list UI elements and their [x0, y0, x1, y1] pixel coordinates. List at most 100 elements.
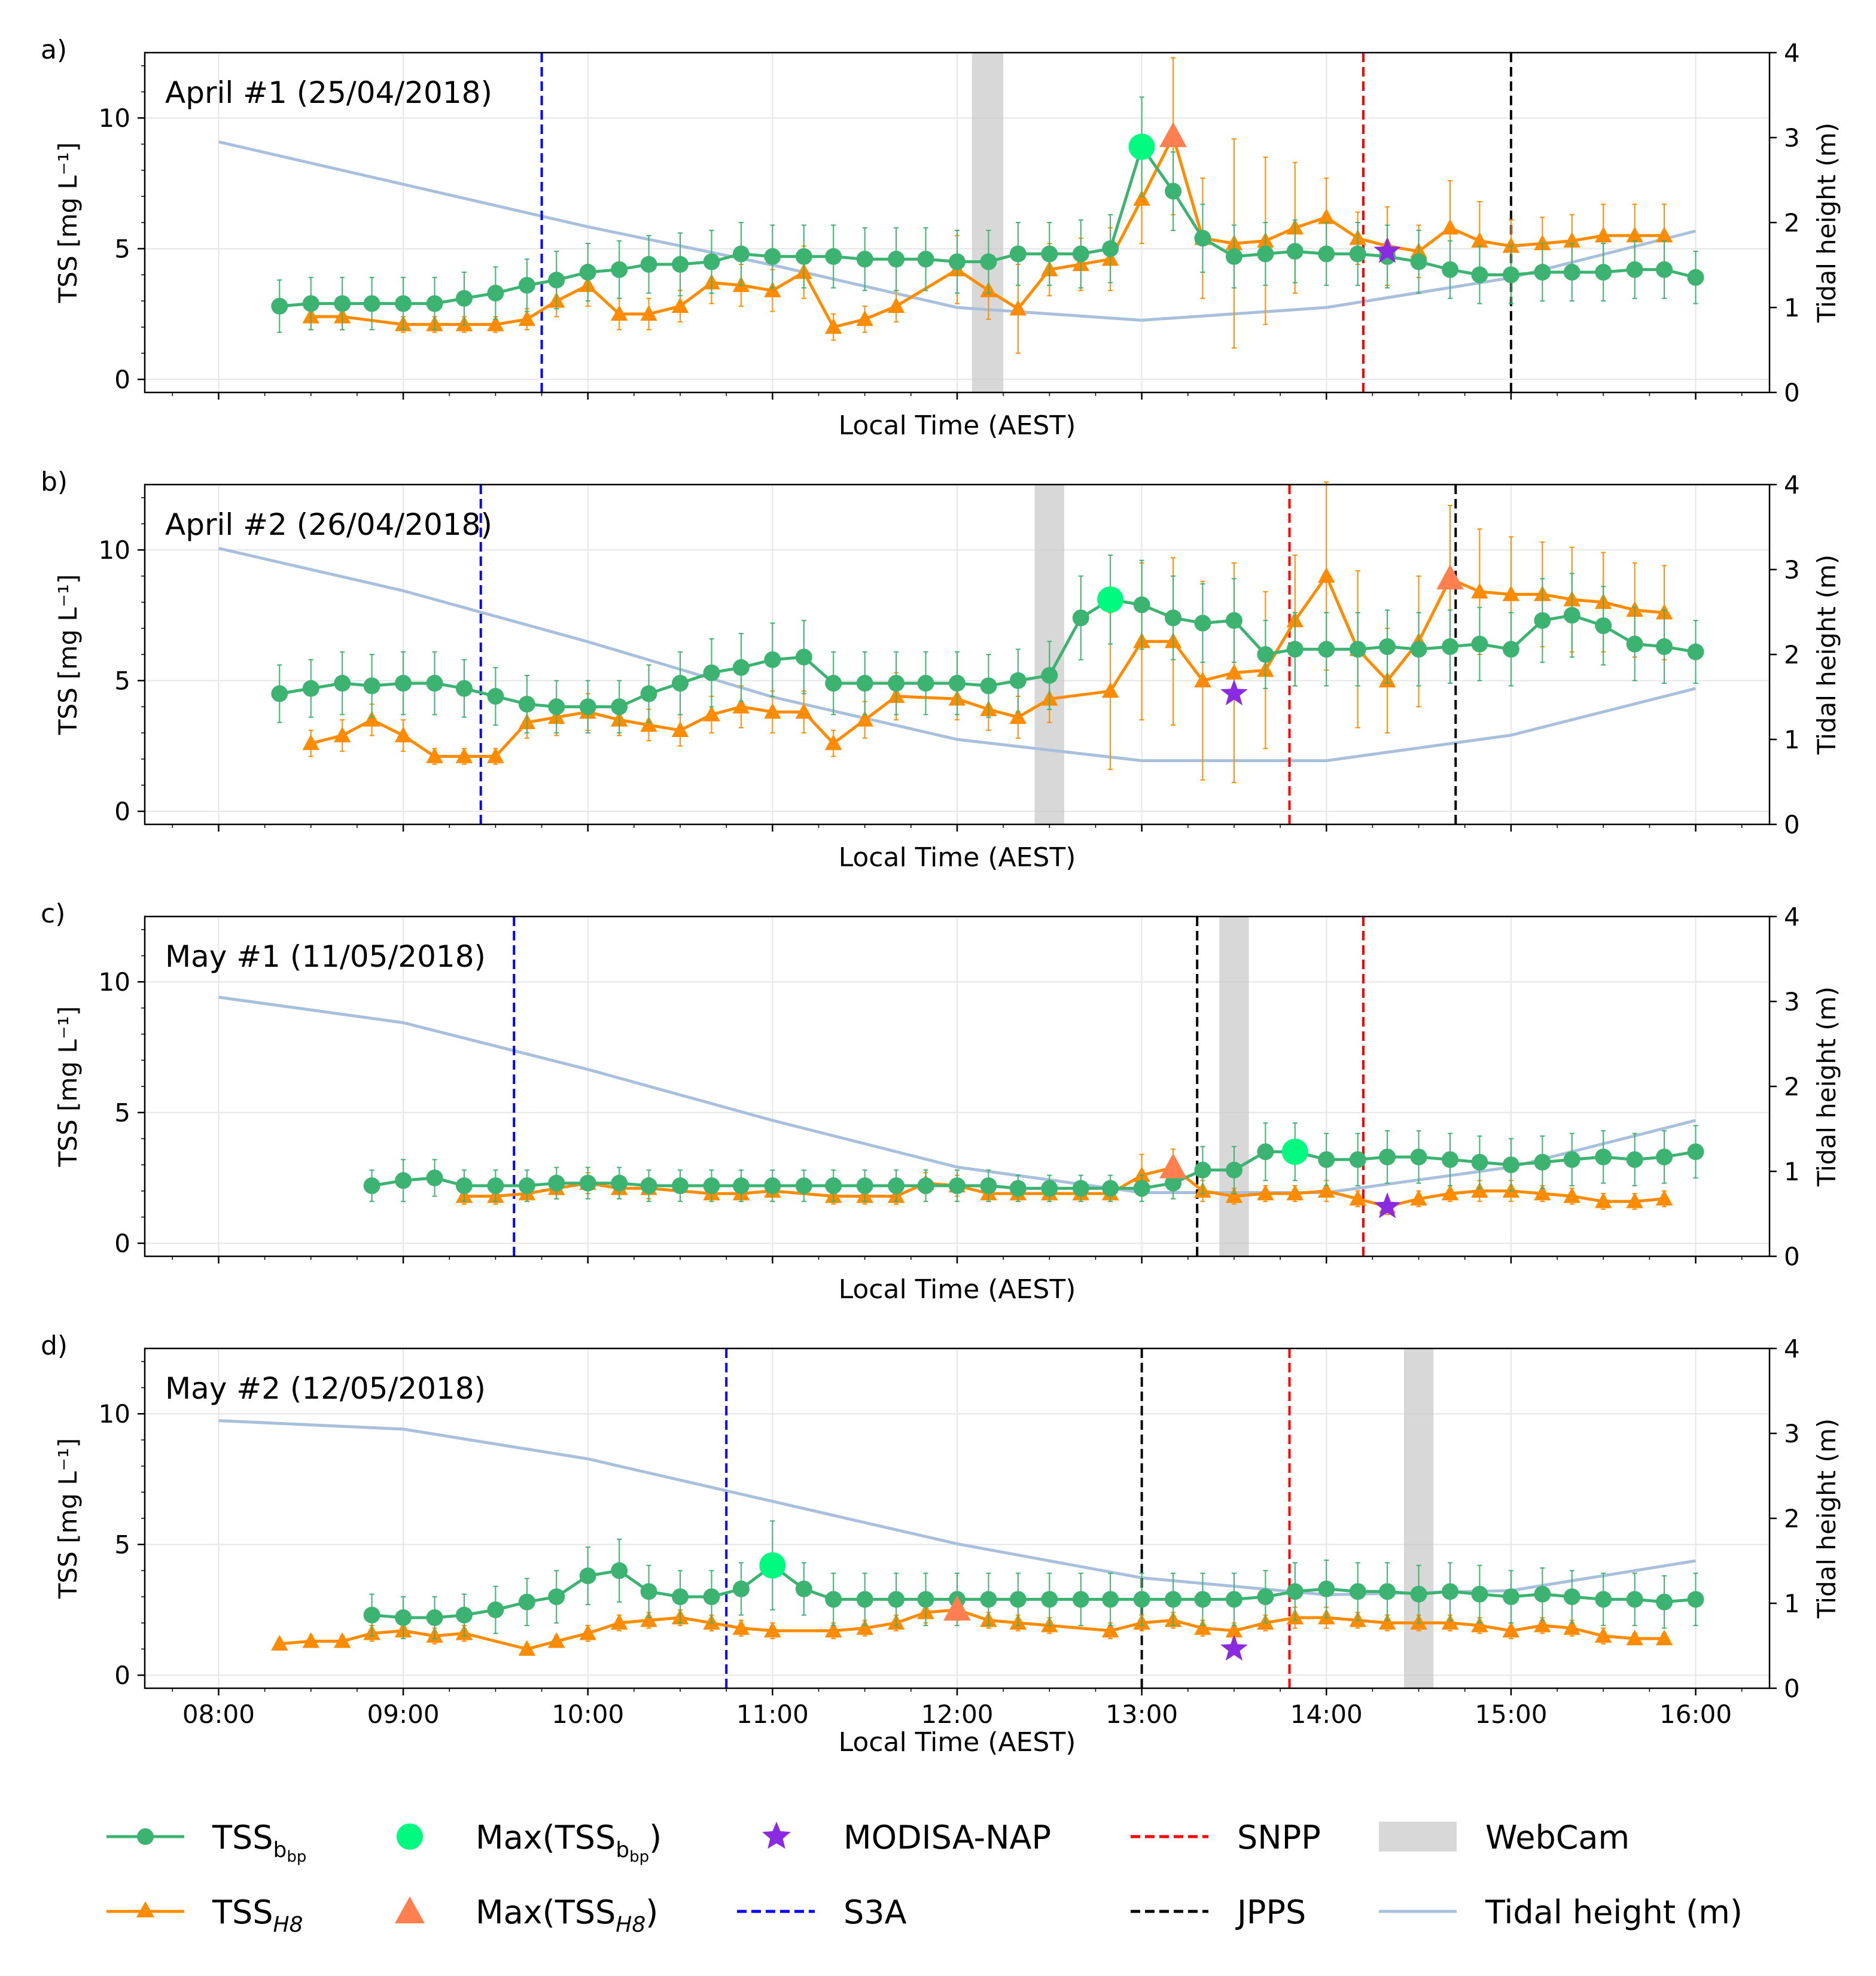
tss-bbp-point	[1534, 612, 1551, 629]
tss-bbp-point	[856, 1177, 873, 1195]
tss-h8-point	[1318, 567, 1335, 583]
tss-h8-point	[1378, 1613, 1396, 1630]
legend-label-jpps: JPPS	[1235, 1893, 1306, 1931]
tss-bbp-point	[1534, 1153, 1551, 1171]
tss-h8-point	[732, 1619, 750, 1635]
tss-bbp-point	[395, 675, 412, 692]
tss-bbp-point	[1442, 638, 1459, 655]
tss-h8-point	[1655, 1189, 1673, 1206]
modis-star	[1220, 1634, 1248, 1661]
y-tick-label: 0	[114, 1661, 130, 1690]
tss-h8-point	[487, 315, 504, 331]
tss-bbp-point	[795, 648, 812, 666]
tss-bbp-point	[1349, 1151, 1366, 1168]
tss-bbp-point	[1286, 243, 1304, 260]
y-axis-right: 0 1 2 3 4	[1770, 470, 1800, 839]
max-bbp-marker	[1128, 133, 1155, 160]
y2-tick-label: 1	[1784, 1157, 1800, 1186]
y-tick-label: 10	[99, 1399, 130, 1429]
tss-bbp-point	[1318, 1580, 1335, 1597]
tss-bbp-point	[888, 675, 905, 692]
tss-bbp-point	[1225, 1161, 1242, 1179]
tss-bbp-point	[1102, 1591, 1119, 1608]
tss-h8-point	[1534, 1616, 1551, 1633]
tss-bbp-point	[363, 1606, 380, 1624]
tss-h8-point	[671, 297, 689, 313]
tss-h8-point	[1133, 1166, 1150, 1182]
tss-h8-point	[1655, 226, 1673, 243]
tss-bbp-point	[1563, 1588, 1580, 1606]
tss-bbp-point	[1165, 1591, 1182, 1608]
y2-tick-label: 0	[1784, 378, 1800, 407]
tss-h8-point	[1318, 208, 1335, 224]
tss-bbp-point	[888, 1591, 905, 1608]
tss-h8-point	[1349, 1189, 1366, 1206]
tss-bbp-point	[302, 295, 319, 312]
x-tick-label: 11:00	[736, 1700, 809, 1729]
legend-entry-tide: Tidal height (m)	[1379, 1893, 1743, 1931]
legend-marker-tss-h8	[136, 1901, 154, 1917]
legend-entry-modis: MODISA-NAP	[762, 1819, 1051, 1856]
tss-h8-point	[703, 705, 720, 721]
y-axis-label-left: TSS [mg L⁻¹]	[53, 142, 83, 303]
tss-bbp-point	[1257, 1588, 1274, 1606]
tss-h8-point	[856, 1619, 873, 1635]
tss-h8-point	[1655, 1629, 1673, 1646]
tss-h8-point	[824, 1621, 842, 1638]
panel-title: April #1 (25/04/2018)	[165, 75, 492, 110]
tss-bbp-point	[455, 1606, 473, 1624]
y2-tick-label: 1	[1784, 725, 1800, 754]
legend-marker-max-h8	[395, 1896, 425, 1923]
tss-bbp-point	[455, 1177, 473, 1195]
y2-tick-label: 3	[1784, 123, 1800, 153]
y2-tick-label: 0	[1784, 1242, 1800, 1271]
tss-bbp-point	[980, 1591, 997, 1608]
y2-tick-label: 0	[1784, 810, 1800, 839]
tss-bbp-point	[825, 675, 842, 692]
tss-bbp-point	[334, 675, 351, 692]
tss-bbp-point	[1041, 666, 1058, 684]
tss-bbp-point	[980, 677, 997, 695]
tss-bbp-point	[426, 295, 443, 312]
y-axis-label-right: Tidal height (m)	[1812, 555, 1841, 755]
tss-bbp-point	[1257, 245, 1274, 263]
legend-label-max-bbp: Max(TSSbbp)	[476, 1819, 662, 1866]
tss-bbp-point	[363, 677, 380, 695]
tss-bbp-point	[1257, 646, 1274, 663]
tss-bbp-point	[949, 675, 966, 692]
tss-h8-point	[1502, 1621, 1520, 1638]
tss-bbp-point	[917, 1591, 934, 1608]
tss-bbp-point	[548, 698, 565, 715]
legend-entry-s3a: S3A	[737, 1893, 907, 1931]
tss-bbp-point	[1194, 230, 1211, 247]
legend-label-tss-bbp: TSSbbp	[212, 1819, 306, 1866]
tss-bbp-point	[1626, 261, 1643, 278]
tss-h8-series	[271, 1599, 1673, 1656]
tss-bbp-point	[1595, 1148, 1612, 1165]
legend-entry-snpp: SNPP	[1131, 1819, 1321, 1856]
tss-bbp-point	[795, 1580, 812, 1597]
tss-h8-point	[1471, 232, 1488, 248]
tss-bbp-point	[1442, 1151, 1459, 1168]
panel-label: b)	[41, 467, 68, 497]
tss-bbp-point	[363, 295, 380, 312]
tss-bbp-point	[579, 698, 596, 715]
tss-bbp-point	[917, 1177, 934, 1195]
tss-bbp-point	[487, 1601, 504, 1618]
panel-c: Local Time (AEST) 0 5 10 TSS [mg L⁻¹] 0 1 2 3 4 Ti…	[41, 899, 1841, 1305]
tss-bbp-point	[1225, 612, 1242, 629]
modis-star	[1220, 679, 1248, 705]
tss-h8-point	[302, 734, 320, 750]
panel-b: Local Time (AEST) 0 5 10 TSS [mg L⁻¹] 0 1 2 3 4 Ti…	[41, 467, 1841, 873]
tss-h8-point	[1257, 1185, 1274, 1201]
tss-h8-point	[1534, 1185, 1551, 1201]
y2-tick-label: 3	[1784, 1419, 1800, 1448]
panel-title: May #2 (12/05/2018)	[165, 1371, 486, 1406]
tss-bbp-point	[611, 1174, 628, 1192]
tss-h8-point	[764, 281, 781, 297]
modis-star	[1374, 1192, 1401, 1219]
tss-bbp-point	[1009, 245, 1027, 263]
legend-label-webcam: WebCam	[1485, 1819, 1630, 1856]
y-tick-label: 5	[114, 666, 130, 696]
